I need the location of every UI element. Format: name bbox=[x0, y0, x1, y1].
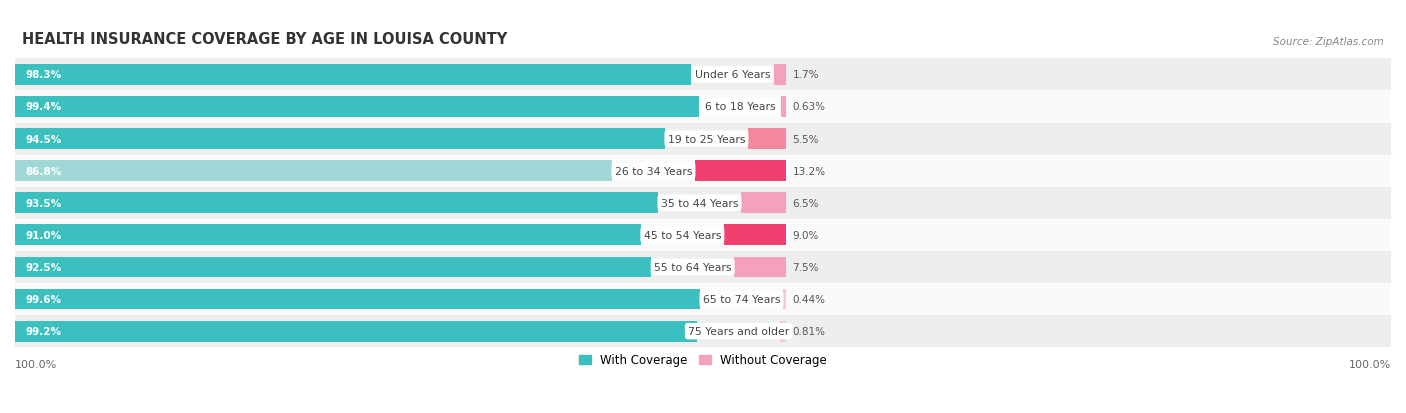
Text: 94.5%: 94.5% bbox=[25, 134, 62, 144]
Bar bbox=[15, 283, 1391, 315]
Text: 7.5%: 7.5% bbox=[793, 262, 818, 272]
Bar bbox=[15, 123, 1391, 155]
Bar bbox=[15, 91, 1391, 123]
Bar bbox=[748, 129, 786, 150]
Text: 75 Years and older: 75 Years and older bbox=[688, 326, 789, 336]
Bar bbox=[15, 161, 612, 182]
Text: 13.2%: 13.2% bbox=[793, 166, 825, 176]
Bar bbox=[782, 97, 786, 118]
Text: 0.63%: 0.63% bbox=[793, 102, 825, 112]
Text: 100.0%: 100.0% bbox=[15, 359, 58, 369]
Text: 19 to 25 Years: 19 to 25 Years bbox=[668, 134, 745, 144]
Bar bbox=[15, 187, 1391, 219]
Text: 65 to 74 Years: 65 to 74 Years bbox=[703, 294, 780, 304]
Text: 6.5%: 6.5% bbox=[793, 198, 818, 208]
Text: 26 to 34 Years: 26 to 34 Years bbox=[614, 166, 692, 176]
Bar bbox=[773, 65, 786, 85]
Text: 99.2%: 99.2% bbox=[25, 326, 62, 336]
Text: HEALTH INSURANCE COVERAGE BY AGE IN LOUISA COUNTY: HEALTH INSURANCE COVERAGE BY AGE IN LOUI… bbox=[22, 32, 508, 47]
Text: 55 to 64 Years: 55 to 64 Years bbox=[654, 262, 731, 272]
Bar bbox=[15, 129, 665, 150]
Bar bbox=[15, 97, 699, 118]
Bar bbox=[15, 65, 692, 85]
Text: 92.5%: 92.5% bbox=[25, 262, 62, 272]
Bar bbox=[15, 225, 641, 246]
Bar bbox=[734, 257, 786, 278]
Bar bbox=[15, 289, 700, 310]
Bar bbox=[15, 257, 651, 278]
Text: 0.44%: 0.44% bbox=[793, 294, 825, 304]
Text: 9.0%: 9.0% bbox=[793, 230, 818, 240]
Text: 99.6%: 99.6% bbox=[25, 294, 62, 304]
Text: 5.5%: 5.5% bbox=[793, 134, 818, 144]
Bar bbox=[15, 251, 1391, 283]
Text: 100.0%: 100.0% bbox=[1348, 359, 1391, 369]
Text: 1.7%: 1.7% bbox=[793, 70, 818, 80]
Bar bbox=[724, 225, 786, 246]
Bar bbox=[780, 321, 786, 342]
Bar bbox=[695, 161, 786, 182]
Text: 93.5%: 93.5% bbox=[25, 198, 62, 208]
Bar bbox=[15, 315, 1391, 347]
Text: 0.81%: 0.81% bbox=[793, 326, 825, 336]
Bar bbox=[15, 219, 1391, 251]
Bar bbox=[15, 193, 658, 214]
Text: 98.3%: 98.3% bbox=[25, 70, 62, 80]
Bar bbox=[15, 59, 1391, 91]
Text: 91.0%: 91.0% bbox=[25, 230, 62, 240]
Bar bbox=[15, 155, 1391, 187]
Bar bbox=[15, 321, 697, 342]
Text: 99.4%: 99.4% bbox=[25, 102, 62, 112]
Legend: With Coverage, Without Coverage: With Coverage, Without Coverage bbox=[574, 349, 832, 371]
Text: Source: ZipAtlas.com: Source: ZipAtlas.com bbox=[1274, 37, 1384, 47]
Text: 35 to 44 Years: 35 to 44 Years bbox=[661, 198, 738, 208]
Text: Under 6 Years: Under 6 Years bbox=[695, 70, 770, 80]
Bar bbox=[741, 193, 786, 214]
Text: 6 to 18 Years: 6 to 18 Years bbox=[704, 102, 776, 112]
Text: 45 to 54 Years: 45 to 54 Years bbox=[644, 230, 721, 240]
Bar bbox=[783, 289, 786, 310]
Text: 86.8%: 86.8% bbox=[25, 166, 62, 176]
